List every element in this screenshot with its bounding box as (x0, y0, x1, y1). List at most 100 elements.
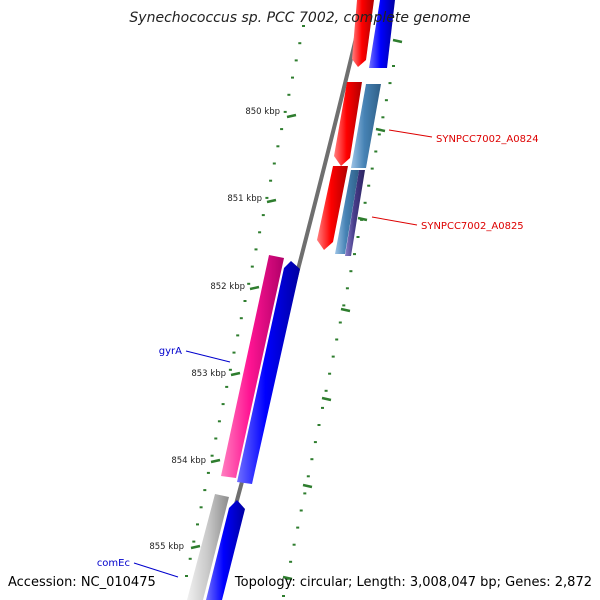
minor-tick (342, 304, 346, 307)
major-tick (340, 307, 351, 313)
minor-tick (296, 526, 300, 529)
major-tick (321, 396, 332, 402)
kbp-label: 850 kbp (245, 107, 280, 117)
major-ticks-left (190, 113, 297, 550)
minor-tick (345, 287, 349, 290)
minor-tick (188, 557, 192, 560)
major-tick (230, 371, 241, 377)
minor-tick (377, 133, 381, 136)
minor-tick (321, 406, 324, 409)
minor-tick (349, 270, 353, 273)
minor-tick (310, 458, 314, 461)
minor-tick (261, 214, 265, 217)
cds-blue-gyra[interactable] (237, 261, 300, 484)
minor-tick (388, 82, 392, 85)
gene-label-a0825[interactable]: SYNPCC7002_A0825 (421, 221, 524, 232)
cds-steel-a0825[interactable] (335, 170, 359, 254)
major-tick (190, 544, 201, 550)
minor-tick (243, 300, 247, 302)
tick-track-left (185, 25, 305, 577)
minor-tick (291, 76, 294, 79)
minor-tick (289, 560, 293, 563)
major-tick (392, 38, 403, 44)
gene-label-gyra[interactable]: gyrA (159, 346, 182, 357)
minor-tick (338, 321, 342, 324)
minor-tick (392, 65, 395, 67)
kbp-label: 854 kbp (171, 456, 206, 466)
minor-tick (269, 179, 273, 182)
minor-tick (199, 506, 203, 509)
minor-tick (287, 93, 291, 96)
major-tick (375, 127, 386, 133)
cds-synpcc7002-a0824[interactable] (334, 82, 362, 166)
minor-tick (280, 128, 284, 131)
kbp-label: 855 kbp (149, 542, 184, 552)
minor-tick (210, 454, 214, 457)
major-tick (302, 483, 313, 489)
minor-tick (225, 385, 229, 388)
gene-label-comec[interactable]: comEc (97, 558, 130, 569)
minor-tick (228, 368, 232, 371)
minor-tick (206, 471, 210, 474)
minor-tick (196, 523, 199, 526)
minor-tick (214, 437, 218, 440)
minor-tick (185, 575, 188, 577)
kbp-label: 852 kbp (210, 282, 245, 292)
minor-tick (299, 509, 303, 512)
minor-tick (217, 420, 221, 423)
minor-tick (374, 150, 378, 153)
minor-tick (294, 59, 298, 62)
major-tick (282, 575, 293, 581)
minor-tick (367, 184, 371, 187)
major-tick (286, 113, 297, 119)
callout-line-gyra (185, 350, 231, 363)
cds-gray-comec[interactable] (187, 494, 229, 600)
cds-synpcc7002-a0825[interactable] (317, 166, 348, 250)
cds-red-top[interactable] (352, 0, 374, 67)
cds-blue-top[interactable] (369, 0, 395, 68)
minor-tick (313, 441, 317, 444)
minor-tick (283, 110, 287, 113)
minor-tick (221, 403, 225, 406)
minor-tick (254, 248, 258, 251)
minor-tick (272, 162, 276, 165)
minor-tick (328, 372, 332, 375)
minor-tick (232, 351, 236, 354)
callout-line-a0824 (388, 129, 433, 138)
minor-tick (276, 145, 280, 148)
cds-gyra[interactable] (221, 255, 284, 478)
kbp-labels: 850 kbp 851 kbp 852 kbp 853 kbp 854 kbp … (149, 107, 280, 552)
major-ticks-right (282, 38, 403, 581)
minor-tick (247, 282, 251, 285)
major-tick (266, 198, 277, 204)
minor-tick (356, 236, 360, 238)
minor-tick (298, 42, 302, 45)
minor-tick (265, 196, 269, 199)
minor-tick (192, 540, 196, 543)
minor-tick (250, 265, 254, 268)
minor-tick (381, 116, 385, 119)
minor-tick (370, 167, 374, 170)
minor-tick (258, 231, 262, 234)
cds-purple-a0825[interactable] (345, 170, 365, 256)
minor-tick (236, 334, 240, 337)
callout-line-a0825 (371, 216, 418, 226)
major-tick (357, 216, 368, 222)
minor-tick (331, 355, 335, 358)
cds-comec[interactable] (206, 500, 245, 600)
gene-label-a0824[interactable]: SYNPCC7002_A0824 (436, 134, 539, 145)
topology-text: Topology: circular; Length: 3,008,047 bp… (234, 575, 592, 590)
minor-tick (302, 25, 305, 27)
minor-tick (353, 253, 356, 256)
minor-tick (239, 317, 243, 320)
minor-tick (203, 489, 207, 492)
genome-title: Synechococcus sp. PCC 7002, complete gen… (129, 10, 471, 26)
cds-steel-a0824[interactable] (351, 84, 381, 168)
tick-track-right (282, 65, 395, 597)
minor-tick (324, 389, 328, 392)
minor-tick (303, 492, 307, 495)
kbp-label: 853 kbp (191, 369, 226, 379)
major-tick (210, 458, 221, 464)
callout-line-comec (133, 562, 179, 578)
